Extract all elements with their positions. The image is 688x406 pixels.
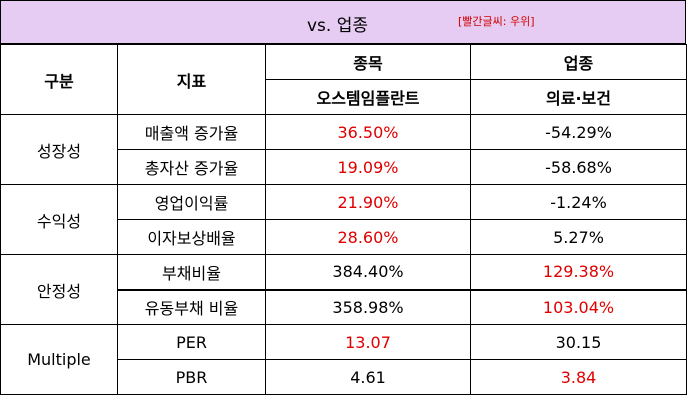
- stock-value: 36.50%: [265, 114, 471, 150]
- stock-value: 4.61: [265, 359, 471, 395]
- industry-value: 103.04%: [470, 288, 687, 325]
- industry-value: -1.24%: [470, 184, 687, 220]
- stock-value: 21.90%: [265, 184, 471, 220]
- indicator-cell: 부채비율: [117, 254, 266, 290]
- indicator-cell: PBR: [117, 359, 266, 395]
- industry-value: 129.38%: [470, 254, 687, 290]
- header-indicator: 지표: [117, 44, 266, 115]
- group-label: 수익성: [0, 184, 118, 255]
- stock-value: 384.40%: [265, 254, 471, 290]
- stock-value: 358.98%: [265, 288, 471, 325]
- industry-value: 5.27%: [470, 219, 687, 255]
- industry-value: 3.84: [470, 359, 687, 395]
- industry-value: 30.15: [470, 324, 687, 360]
- indicator-cell: 영업이익률: [117, 184, 266, 220]
- header-stock: 종목: [265, 44, 471, 80]
- industry-value: -58.68%: [470, 149, 687, 185]
- indicator-cell: 총자산 증가율: [117, 149, 266, 185]
- group-label: 안정성: [0, 254, 118, 325]
- header-industry-name: 의료·보건: [470, 79, 687, 115]
- stock-value: 13.07: [265, 324, 471, 360]
- group-label: Multiple: [0, 324, 118, 395]
- indicator-cell: 유동부채 비율: [117, 288, 266, 325]
- industry-value: -54.29%: [470, 114, 687, 150]
- header-industry: 업종: [470, 44, 687, 80]
- group-label: 성장성: [0, 114, 118, 185]
- page-title: vs. 업종: [307, 16, 369, 36]
- header-category: 구분: [0, 44, 118, 115]
- legend-note: [빨간글씨: 우위]: [458, 15, 535, 28]
- comparison-table: 구분 지표 종목 업종 오스템임플란트 의료·보건 성장성 매출액 증가율 36…: [0, 44, 687, 395]
- title-band: vs. 업종 [빨간글씨: 우위]: [0, 0, 686, 44]
- header-stock-name: 오스템임플란트: [265, 79, 471, 115]
- stock-value: 28.60%: [265, 219, 471, 255]
- indicator-cell: 매출액 증가율: [117, 114, 266, 150]
- stock-value: 19.09%: [265, 149, 471, 185]
- indicator-cell: PER: [117, 324, 266, 360]
- indicator-cell: 이자보상배율: [117, 219, 266, 255]
